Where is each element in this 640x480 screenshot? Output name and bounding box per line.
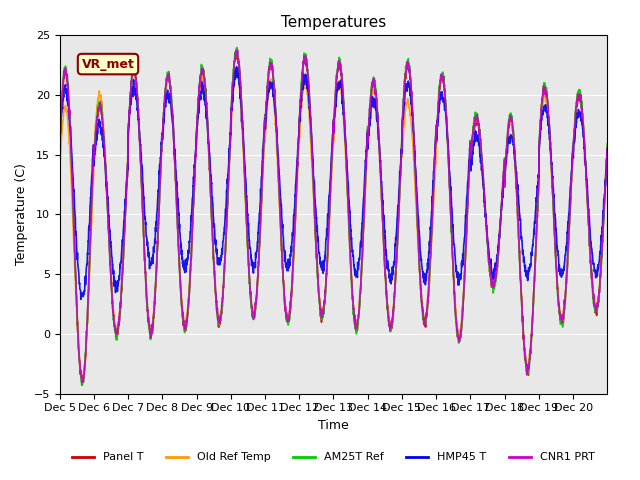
Y-axis label: Temperature (C): Temperature (C) (15, 164, 28, 265)
Legend: Panel T, Old Ref Temp, AM25T Ref, HMP45 T, CNR1 PRT: Panel T, Old Ref Temp, AM25T Ref, HMP45 … (68, 448, 599, 467)
Title: Temperatures: Temperatures (281, 15, 386, 30)
Text: VR_met: VR_met (81, 58, 134, 71)
X-axis label: Time: Time (318, 419, 349, 432)
